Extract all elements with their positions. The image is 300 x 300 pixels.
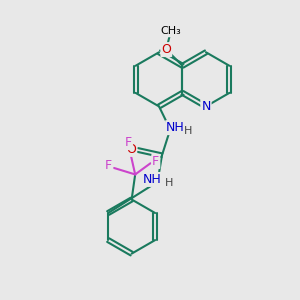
Text: N: N (201, 100, 211, 113)
Text: CH₃: CH₃ (160, 26, 181, 36)
Text: NH: NH (166, 121, 185, 134)
Text: F: F (152, 155, 159, 168)
Text: H: H (184, 126, 193, 136)
Text: NH: NH (143, 173, 162, 186)
Text: F: F (105, 159, 112, 172)
Text: F: F (125, 136, 132, 149)
Text: H: H (165, 178, 173, 188)
Text: O: O (126, 143, 136, 156)
Text: O: O (161, 43, 171, 56)
